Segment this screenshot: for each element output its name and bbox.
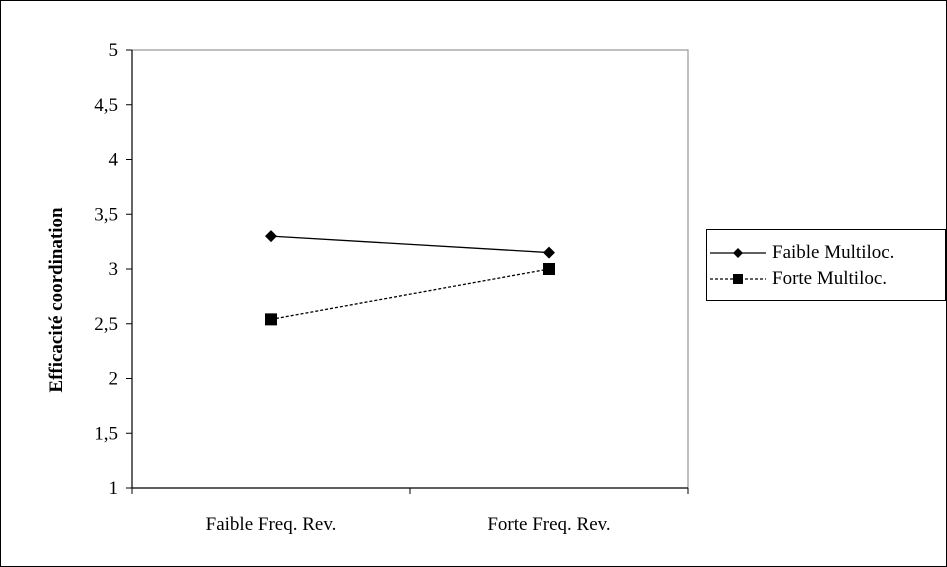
square-icon: [710, 274, 766, 284]
y-tick-label: 2: [109, 369, 119, 390]
y-tick-label: 1,5: [94, 423, 118, 444]
y-tick-label: 3,5: [94, 204, 118, 225]
y-tick-label: 4,5: [94, 95, 118, 116]
legend-item-forte-multiloc: Forte Multiloc.: [707, 267, 945, 291]
data-point-square: [543, 263, 555, 275]
data-point-diamond: [265, 230, 277, 243]
series-line-0: [270, 235, 550, 254]
diamond-icon: [710, 248, 766, 258]
data-point-square: [265, 313, 277, 326]
legend-label-forte-multiloc: Forte Multiloc.: [772, 268, 888, 289]
series-line-1: [270, 268, 550, 321]
y-tick-label: 2,5: [94, 314, 118, 335]
x-tick-label: Faible Freq. Rev.: [206, 514, 337, 535]
y-tick-label: 3: [109, 259, 119, 280]
plot-area: [131, 49, 689, 489]
y-axis-label: Efficacité coordination: [46, 207, 67, 393]
y-tick-label: 4: [109, 150, 119, 171]
y-tick-label: 1: [109, 478, 119, 499]
y-tick-label: 5: [109, 40, 119, 61]
legend-item-faible-multiloc: Faible Multiloc.: [707, 241, 945, 265]
legend-label-faible-multiloc: Faible Multiloc.: [772, 242, 895, 263]
x-tick-label: Forte Freq. Rev.: [487, 514, 610, 535]
legend: Faible Multiloc. Forte Multiloc.: [706, 229, 946, 301]
data-point-diamond: [543, 246, 555, 259]
